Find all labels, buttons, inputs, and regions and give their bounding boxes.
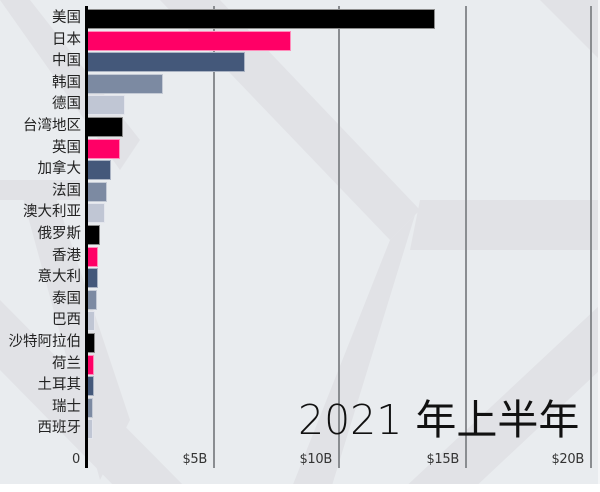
bar xyxy=(87,203,105,224)
row-label: 俄罗斯 xyxy=(37,226,82,242)
row-label: 土耳其 xyxy=(37,377,82,393)
x-tick-label-10b: $10B xyxy=(299,452,332,467)
bar xyxy=(87,52,245,73)
row-label: 泰国 xyxy=(52,291,81,307)
row-label: 巴西 xyxy=(52,312,81,328)
row-label: 西班牙 xyxy=(37,420,82,436)
bar xyxy=(87,311,95,332)
bar xyxy=(87,30,292,51)
gridline-15b xyxy=(465,6,467,468)
gridline-5b xyxy=(213,6,215,468)
bar xyxy=(87,225,100,245)
gridline-10b xyxy=(338,6,340,468)
row-label: 荷兰 xyxy=(52,356,81,372)
row-label: 台湾地区 xyxy=(23,118,81,134)
row-label: 韩国 xyxy=(52,75,81,91)
row-label: 英国 xyxy=(52,140,81,156)
row-label: 澳大利亚 xyxy=(23,204,81,220)
row-label: 沙特阿拉伯 xyxy=(8,334,82,350)
row-label: 德国 xyxy=(52,96,81,112)
x-tick-label-0: 0 xyxy=(72,452,80,467)
row-label: 日本 xyxy=(52,32,81,48)
bar xyxy=(87,160,111,181)
bar xyxy=(87,333,95,353)
x-tick-label-20b: $20B xyxy=(551,452,584,467)
row-label: 加拿大 xyxy=(37,161,82,177)
gridline-20b xyxy=(590,6,592,468)
x-tick-label-5b: $5B xyxy=(182,452,207,467)
row-label: 香港 xyxy=(52,248,81,264)
row-label: 瑞士 xyxy=(52,399,81,415)
bar xyxy=(87,289,97,310)
bar xyxy=(87,376,94,397)
bar xyxy=(87,268,98,289)
row-label: 中国 xyxy=(52,53,81,69)
bar xyxy=(87,117,123,137)
bar xyxy=(87,354,95,375)
bar xyxy=(87,246,98,267)
bar xyxy=(87,73,163,94)
bar xyxy=(87,181,108,202)
bar xyxy=(87,9,435,29)
row-label: 法国 xyxy=(52,183,81,199)
row-label: 美国 xyxy=(52,10,81,26)
bar xyxy=(87,138,120,159)
x-tick-label-15b: $15B xyxy=(426,452,459,467)
y-axis-line xyxy=(85,6,88,468)
period-title: 2021 年上半年 xyxy=(298,396,580,444)
bar xyxy=(87,95,125,116)
row-label: 意大利 xyxy=(37,269,82,285)
